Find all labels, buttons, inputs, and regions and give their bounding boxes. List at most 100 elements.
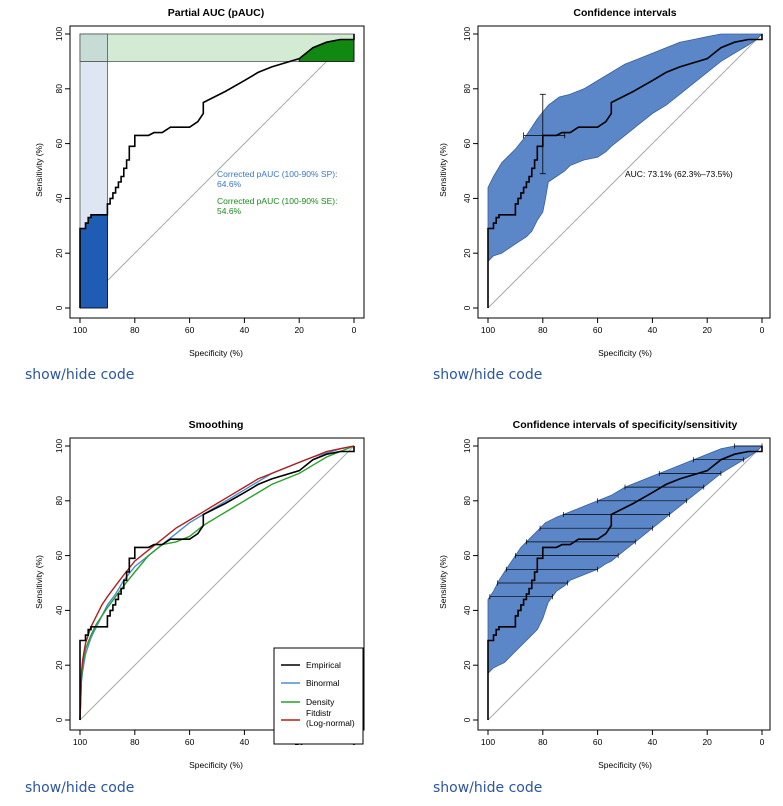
y-axis-label: Sensitivity (%) [438, 143, 448, 197]
plot-frame [477, 437, 771, 731]
x-tick-label: 0 [760, 737, 765, 747]
chart-confidence-intervals-svg: Confidence intervals Sensitivity (%) Spe… [438, 7, 771, 358]
y-tick-label: 40 [54, 193, 64, 203]
density-curve [79, 445, 355, 721]
chart-title: Partial AUC (pAUC) [168, 7, 264, 19]
plot-background [487, 445, 763, 721]
y-tick-label: 100 [54, 439, 64, 453]
chart-smoothing-svg: Smoothing Sensitivity (%) Specificity (%… [34, 419, 365, 770]
x-axis-label: Specificity (%) [189, 348, 243, 358]
y-tick-label: 20 [462, 660, 472, 670]
y-axis-label: Sensitivity (%) [34, 143, 44, 197]
y-tick-label: 60 [54, 551, 64, 561]
y-tick-label: 100 [54, 27, 64, 41]
chart-title: Smoothing [189, 419, 244, 431]
x-axis-label: Specificity (%) [189, 760, 243, 770]
x-tick-label: 40 [240, 325, 250, 335]
y-tick-label: 0 [462, 717, 472, 722]
chance-diagonal [487, 33, 763, 309]
x-tick-label: 40 [648, 737, 658, 747]
pauc-sp-label: Corrected pAUC (100-90% SP): [217, 169, 337, 179]
plot-frame [69, 437, 365, 731]
y-tick-label: 60 [462, 551, 472, 561]
x-tick-label: 80 [130, 737, 140, 747]
y-tick-label: 0 [54, 717, 64, 722]
pauc-se-value: 54.6% [217, 206, 242, 216]
x-tick-label: 0 [760, 325, 765, 335]
show-hide-code-link-ci-sesp[interactable]: show/hide code [433, 780, 543, 796]
y-axis-label-group: Sensitivity (%) [34, 143, 44, 197]
plot-frame [477, 25, 771, 319]
legend-label-binormal: Binormal [306, 678, 340, 688]
y-tick-label: 40 [54, 605, 64, 615]
plot-background [79, 33, 355, 309]
show-hide-code-link-ci[interactable]: show/hide code [433, 367, 543, 383]
y-tick-label: 100 [462, 439, 472, 453]
x-tick-label: 20 [702, 737, 712, 747]
y-tick-label: 80 [462, 496, 472, 506]
y-tick-label: 0 [462, 305, 472, 310]
y-tick-label: 40 [462, 605, 472, 615]
y-tick-label: 20 [54, 248, 64, 258]
fitdistr-curve [79, 445, 355, 721]
ci-band [487, 33, 763, 263]
x-axis-label: Specificity (%) [598, 348, 652, 358]
x-tick-label: 100 [73, 737, 87, 747]
x-tick-label: 40 [240, 737, 250, 747]
legend-label-empirical: Empirical [306, 660, 341, 670]
plot-background [79, 445, 355, 721]
chart-confidence-intervals: Confidence intervals Sensitivity (%) Spe… [393, 0, 783, 365]
chance-diagonal [79, 445, 355, 721]
legend-label-fitdistr: Fitdistr (Log-normal) [306, 708, 355, 728]
roc-curve [487, 34, 763, 308]
chart-partial-auc: Partial AUC (pAUC) Sensitivity (%) Speci… [0, 0, 390, 365]
chart-ci-spec-sens-svg: Confidence intervals of specificity/sens… [438, 419, 771, 770]
y-tick-label: 0 [54, 305, 64, 310]
legend-box [273, 647, 364, 745]
x-tick-label: 100 [73, 325, 87, 335]
y-tick-label: 80 [54, 496, 64, 506]
pauc-overlap-region [79, 33, 108, 62]
plot-frame [69, 25, 365, 319]
x-axis-label: Specificity (%) [598, 760, 652, 770]
chart-title: Confidence intervals of specificity/sens… [513, 419, 738, 431]
x-tick-label: 60 [185, 737, 195, 747]
chart-smoothing: Smoothing Sensitivity (%) Specificity (%… [0, 412, 390, 777]
y-tick-label: 20 [54, 660, 64, 670]
auc-annotation: AUC: 73.1% (62.3%–73.5%) [625, 169, 733, 179]
y-tick-label: 20 [462, 248, 472, 258]
x-tick-label: 80 [538, 737, 548, 747]
x-tick-label: 60 [593, 325, 603, 335]
y-tick-label: 80 [54, 84, 64, 94]
roc-curve [487, 446, 763, 720]
y-axis-label-group: Sensitivity (%) [438, 555, 448, 609]
chance-diagonal [79, 33, 355, 309]
legend-label-density: Density [306, 697, 335, 707]
x-tick-label: 60 [185, 325, 195, 335]
chance-diagonal [487, 445, 763, 721]
y-tick-label: 40 [462, 193, 472, 203]
y-axis-label: Sensitivity (%) [438, 555, 448, 609]
x-tick-label: 100 [481, 325, 495, 335]
y-tick-label: 60 [462, 139, 472, 149]
chart-title: Confidence intervals [573, 7, 676, 19]
pauc-se-label: Corrected pAUC (100-90% SE): [217, 196, 337, 206]
roc-curve [79, 34, 355, 308]
x-tick-label: 100 [481, 737, 495, 747]
x-tick-label: 0 [352, 325, 357, 335]
show-hide-code-link-smoothing[interactable]: show/hide code [25, 780, 135, 796]
x-tick-label: 80 [130, 325, 140, 335]
show-hide-code-link-pauc[interactable]: show/hide code [25, 367, 135, 383]
ci-band [487, 445, 763, 675]
x-tick-label: 20 [702, 325, 712, 335]
y-tick-label: 60 [54, 139, 64, 149]
empirical-curve [79, 446, 355, 720]
pauc-sp-value: 64.6% [217, 179, 242, 189]
